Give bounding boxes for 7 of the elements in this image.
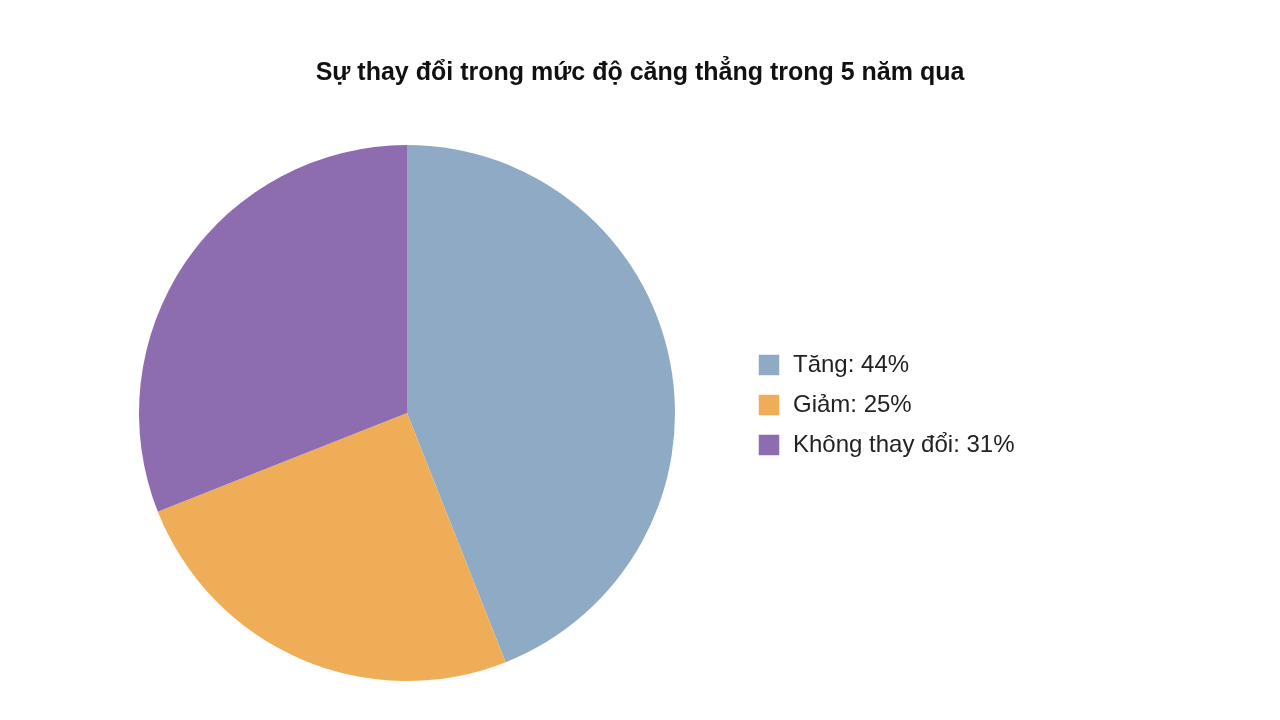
chart-title: Sự thay đổi trong mức độ căng thẳng trong 5 năm qua xyxy=(315,55,966,85)
pie-slice xyxy=(139,145,407,512)
legend-label: Không thay đổi: 31% xyxy=(793,430,1015,457)
pie-slice xyxy=(407,145,675,663)
legend-label: Tăng: 44% xyxy=(793,350,910,377)
pie-slice xyxy=(157,413,506,681)
legend-label: Giảm: 25% xyxy=(793,390,912,417)
